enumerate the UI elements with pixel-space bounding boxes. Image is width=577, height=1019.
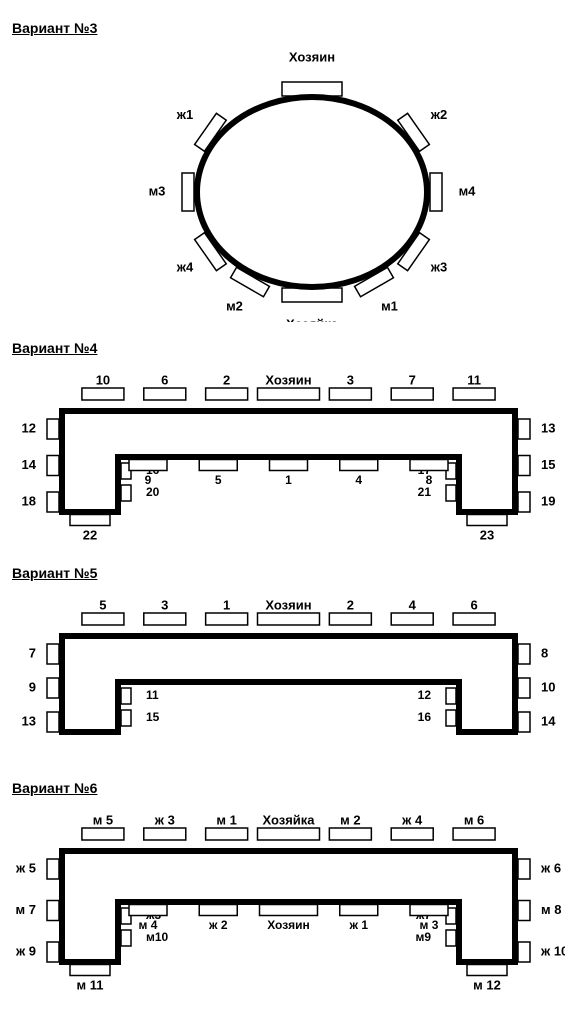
svg-text:19: 19 (541, 493, 555, 508)
svg-text:2: 2 (223, 372, 230, 387)
svg-text:14: 14 (541, 713, 556, 728)
svg-text:8: 8 (426, 473, 433, 487)
svg-text:м 8: м 8 (541, 902, 561, 917)
svg-text:3: 3 (161, 597, 168, 612)
svg-text:9: 9 (145, 473, 152, 487)
svg-text:м 2: м 2 (340, 812, 360, 827)
svg-text:м3: м3 (149, 183, 166, 198)
svg-text:ж 4: ж 4 (401, 812, 423, 827)
svg-text:1: 1 (285, 473, 292, 487)
svg-text:ж 6: ж 6 (540, 860, 561, 875)
svg-text:м 6: м 6 (464, 812, 484, 827)
svg-text:12: 12 (22, 420, 36, 435)
svg-text:4: 4 (409, 597, 417, 612)
svg-text:Хозяин: Хозяин (265, 597, 311, 612)
svg-text:10: 10 (96, 372, 110, 387)
svg-text:ж 2: ж 2 (208, 918, 228, 932)
svg-text:23: 23 (480, 527, 494, 542)
svg-text:ж1: ж1 (176, 107, 193, 122)
svg-text:7: 7 (409, 372, 416, 387)
variant-4: Вариант №4 1062Хозяин3711121418131519162… (12, 332, 565, 547)
svg-text:2: 2 (347, 597, 354, 612)
svg-text:ж 5: ж 5 (15, 860, 36, 875)
svg-text:7: 7 (29, 645, 36, 660)
svg-text:ж 9: ж 9 (15, 943, 36, 958)
svg-text:18: 18 (22, 493, 36, 508)
svg-text:ж3: ж3 (430, 260, 447, 275)
svg-text:м 12: м 12 (473, 977, 501, 992)
svg-text:13: 13 (541, 420, 555, 435)
svg-text:м 3: м 3 (420, 918, 439, 932)
variant-4-title: Вариант №4 (12, 340, 97, 356)
svg-text:21: 21 (418, 485, 432, 499)
svg-text:6: 6 (470, 597, 477, 612)
svg-text:м 7: м 7 (16, 902, 36, 917)
svg-text:14: 14 (22, 457, 37, 472)
variant-3-diagram: Хозяин Хозяйка ж1 ж2 м3 м4 ж4 ж3 м2 м1 (12, 42, 565, 322)
svg-text:13: 13 (22, 713, 36, 728)
svg-text:9: 9 (29, 679, 36, 694)
svg-text:ж2: ж2 (430, 107, 447, 122)
svg-text:Хозяин: Хозяин (267, 918, 310, 932)
variant-3-title: Вариант №3 (12, 20, 97, 36)
variant-6: Вариант №6 м 5ж 3м 1Хозяйкам 2ж 4м 6ж 5м… (12, 772, 565, 997)
svg-text:5: 5 (215, 473, 222, 487)
svg-text:15: 15 (541, 457, 555, 472)
svg-text:м 11: м 11 (77, 977, 104, 992)
svg-text:22: 22 (83, 527, 97, 542)
svg-text:Хозяин: Хозяин (265, 372, 311, 387)
svg-text:5: 5 (99, 597, 106, 612)
svg-text:4: 4 (355, 473, 362, 487)
svg-text:ж 10: ж 10 (540, 943, 565, 958)
variant-4-diagram: 1062Хозяин371112141813151916201721951482… (12, 362, 565, 547)
svg-text:Хозяйка: Хозяйка (286, 316, 339, 322)
svg-text:м10: м10 (146, 930, 169, 944)
variant-6-title: Вариант №6 (12, 780, 97, 796)
svg-text:12: 12 (418, 688, 432, 702)
svg-text:10: 10 (541, 679, 555, 694)
svg-text:м 5: м 5 (93, 812, 113, 827)
svg-text:ж 1: ж 1 (348, 918, 368, 932)
svg-text:3: 3 (347, 372, 354, 387)
svg-text:ж 3: ж 3 (154, 812, 175, 827)
variant-6-diagram: м 5 ж 3 м 1 Хозяйка м 2 ж 4 м 6 ж 5 м 7 ж 9 ж 6 м 8… (12, 802, 565, 997)
svg-text:м1: м1 (381, 299, 398, 314)
variant-5: Вариант №5 5 3 1 Хозяин 2 4 6 7 9 13 8 10 14 11 15 12 16 (12, 557, 565, 762)
svg-text:20: 20 (146, 485, 160, 499)
variant-5-title: Вариант №5 (12, 565, 97, 581)
svg-text:м 1: м 1 (216, 812, 236, 827)
svg-text:11: 11 (146, 688, 159, 702)
svg-text:8: 8 (541, 645, 548, 660)
variant-5-diagram: 5 3 1 Хозяин 2 4 6 7 9 13 8 10 14 11 15 12 16 (12, 587, 565, 762)
svg-text:1: 1 (223, 597, 230, 612)
svg-text:16: 16 (418, 710, 432, 724)
svg-text:ж4: ж4 (176, 260, 194, 275)
svg-text:6: 6 (161, 372, 168, 387)
svg-text:м9: м9 (415, 930, 431, 944)
svg-text:11: 11 (467, 372, 481, 387)
svg-text:м 4: м 4 (139, 918, 158, 932)
variant-3: Вариант №3 Хозяин Хозяйка ж1 ж2 м3 м4 ж4 ж3 м2 м1 (12, 12, 565, 322)
svg-text:15: 15 (146, 710, 160, 724)
svg-text:м4: м4 (459, 183, 477, 198)
svg-text:Хозяин: Хозяин (289, 49, 335, 64)
svg-text:Хозяйка: Хозяйка (262, 812, 315, 827)
svg-text:м2: м2 (226, 299, 243, 314)
